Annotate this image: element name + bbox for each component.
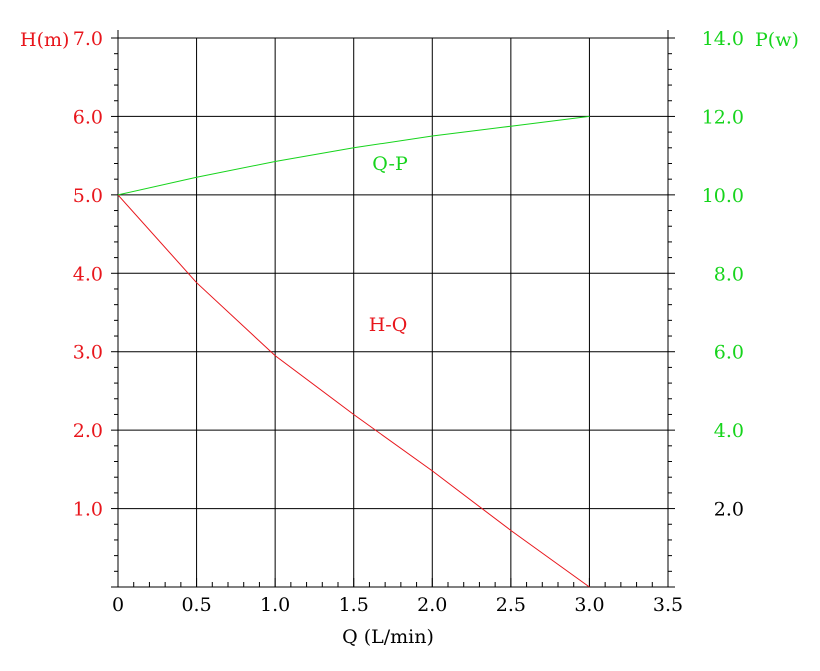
left-y-tick-label: 4.0: [73, 263, 103, 285]
left-y-tick-label: 1.0: [73, 499, 103, 521]
right-y-tick-label: 8.0: [714, 263, 744, 285]
x-tick-label: 0.5: [181, 594, 211, 616]
x-tick-label: 3.0: [574, 594, 604, 616]
right-y-tick-label: 10.0: [702, 185, 744, 207]
x-tick-label: 2.0: [417, 594, 447, 616]
left-axis-title: H(m): [20, 29, 69, 51]
x-axis-title: Q (L/min): [342, 626, 434, 648]
x-tick-label: 2.5: [496, 594, 526, 616]
x-tick-label: 3.5: [653, 594, 683, 616]
series: [117, 115, 590, 588]
axes: [111, 30, 675, 588]
left-y-tick-label: 2.0: [73, 420, 103, 442]
right-y-tick-label: 6.0: [714, 342, 744, 364]
right-y-tick-label: 2.0: [714, 499, 744, 521]
left-y-tick-label: 7.0: [73, 28, 103, 50]
right-y-tick-label: 14.0: [702, 28, 744, 50]
series-line-h-q: [117, 194, 590, 588]
left-y-tick-label: 5.0: [73, 185, 103, 207]
grid: [118, 37, 669, 587]
right-y-tick-label: 4.0: [714, 420, 744, 442]
tick-labels: 0 0.5 1.0 1.5 2.0 2.5 3.0 3.5 1.0 2.0 3.0 4.0 5.0 6.0…: [73, 28, 744, 616]
left-y-tick-label: 6.0: [73, 106, 103, 128]
series-line-q-p: [117, 115, 590, 196]
left-y-tick-label: 3.0: [73, 342, 103, 364]
x-tick-label: 1.0: [260, 594, 290, 616]
right-y-tick-label: 12.0: [702, 106, 744, 128]
series-label-h-q: H-Q: [369, 314, 408, 336]
x-minor-ticks: [117, 578, 669, 587]
right-axis-title: P(w): [755, 29, 799, 51]
series-label-q-p: Q-P: [372, 153, 408, 175]
x-tick-label: 1.5: [339, 594, 369, 616]
x-tick-label: 0: [112, 594, 124, 616]
